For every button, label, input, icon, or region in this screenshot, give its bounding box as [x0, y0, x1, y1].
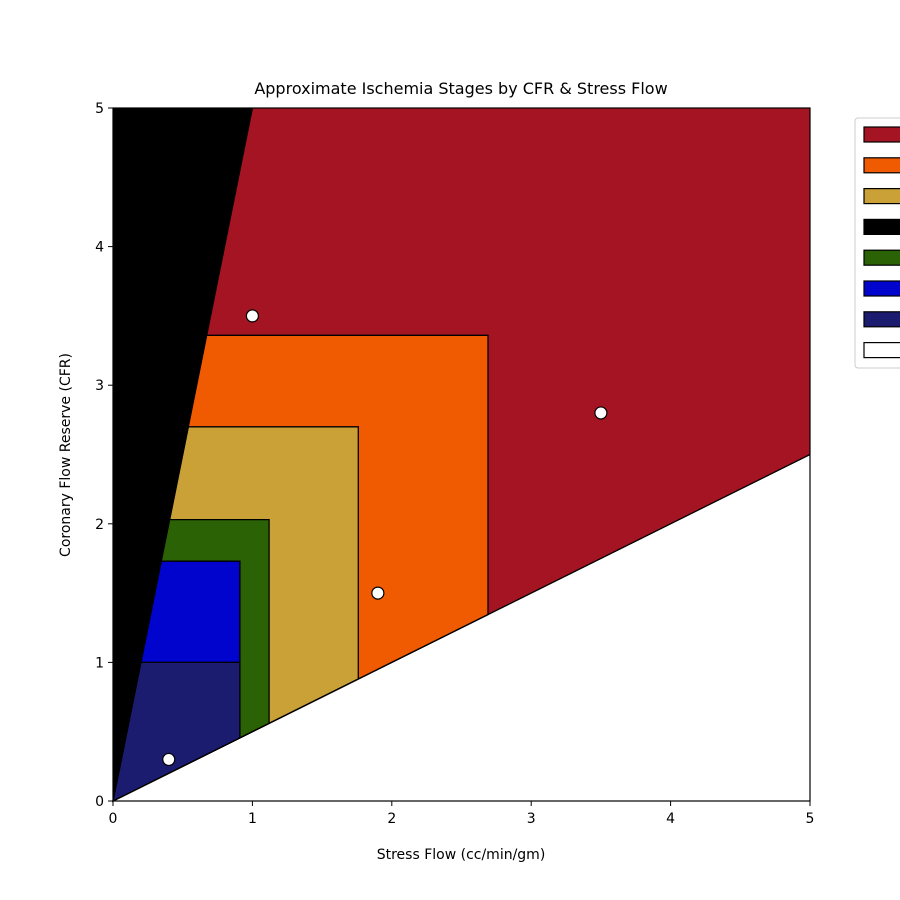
legend-swatch-0 — [863, 126, 900, 143]
legend-swatch-3 — [863, 218, 900, 235]
y-axis: 0 1 2 3 4 5 — [95, 101, 113, 810]
data-point-0 — [245, 309, 259, 323]
y-tick-label-1: 1 — [95, 655, 104, 671]
x-axis-label: Stress Flow (cc/min/gm) — [377, 847, 546, 863]
y-tick-label-4: 4 — [95, 240, 104, 256]
legend-box — [854, 117, 900, 369]
x-tick-label-1: 1 — [248, 811, 257, 827]
legend-swatch-2 — [863, 188, 900, 205]
x-tick-label-0: 0 — [109, 811, 118, 827]
legend-swatch-7 — [863, 342, 900, 359]
y-axis-label: Coronary Flow Reserve (CFR) — [58, 353, 74, 557]
x-tick-label-2: 2 — [387, 811, 396, 827]
x-tick-label-5: 5 — [806, 811, 815, 827]
plot-area — [112, 107, 811, 803]
data-point-1 — [594, 406, 608, 420]
y-tick-label-5: 5 — [95, 101, 104, 117]
y-tick-label-2: 2 — [95, 517, 104, 533]
points-layer — [162, 309, 608, 767]
x-axis: 0 1 2 3 4 5 — [109, 801, 815, 827]
legend-swatch-5 — [863, 280, 900, 297]
boundary-line-0 — [112, 453, 811, 802]
plot-frame — [112, 107, 811, 802]
y-tick-label-3: 3 — [95, 378, 104, 394]
legend-swatch-4 — [863, 249, 900, 266]
y-tick-label-0: 0 — [95, 794, 104, 810]
data-point-2 — [371, 586, 385, 600]
x-tick-label-4: 4 — [666, 811, 675, 827]
data-point-3 — [162, 752, 176, 767]
legend-swatch-6 — [863, 311, 900, 328]
boundary-lines-layer — [112, 107, 811, 802]
legend-swatch-1 — [863, 157, 900, 174]
legend-entries — [863, 126, 900, 359]
legend — [854, 117, 900, 369]
chart-title: Approximate Ischemia Stages by CFR & Str… — [254, 79, 667, 98]
x-tick-label-3: 3 — [527, 811, 536, 827]
boundary-line-1 — [112, 107, 254, 802]
